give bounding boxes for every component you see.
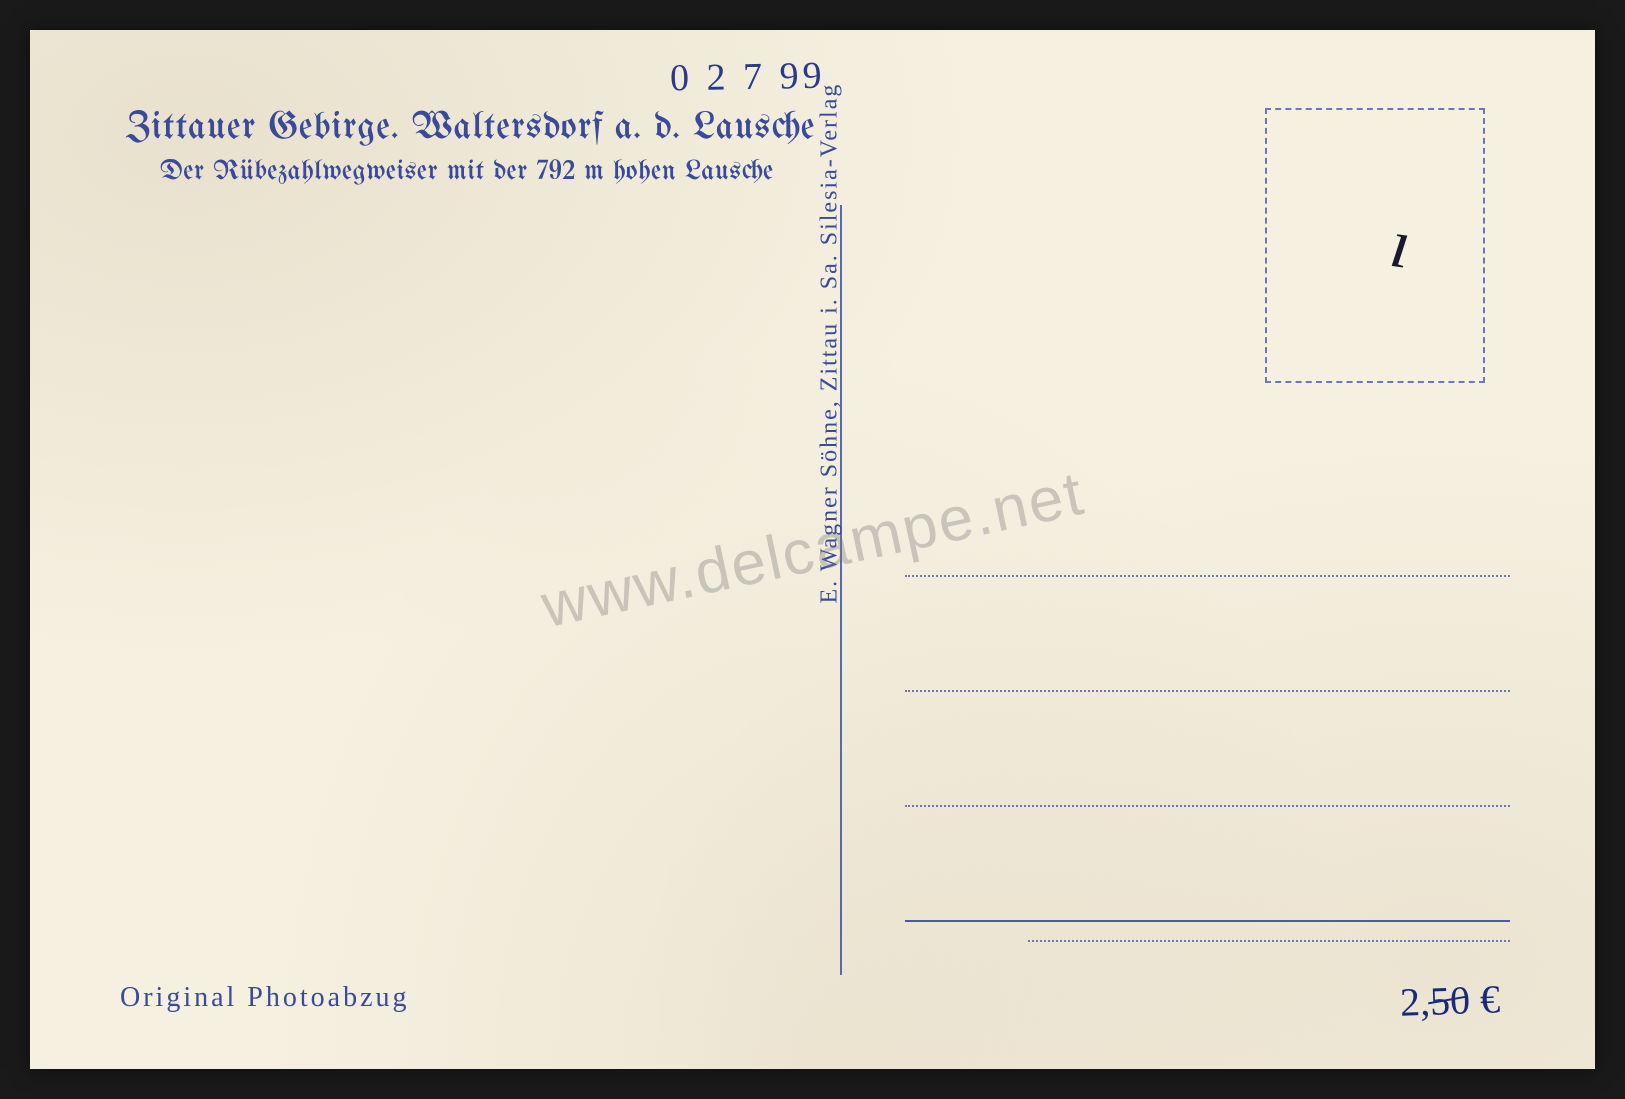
title-line-2: Der Rübezahlwegweiser mit der 792 m hohe… — [160, 158, 774, 187]
postcard-back: 0 2 7 99 Zittauer Gebirge. Waltersdorf a… — [30, 30, 1595, 1069]
handwritten-price: 2,50 € — [1399, 975, 1501, 1025]
address-rule — [905, 805, 1510, 807]
footer-caption: Original Photoabzug — [120, 982, 410, 1014]
stamp-box — [1265, 108, 1485, 383]
title-line-1: Zittauer Gebirge. Waltersdorf a. d. Laus… — [125, 108, 816, 148]
watermark: www.delcampe.net — [535, 457, 1090, 641]
address-rule — [1028, 940, 1510, 942]
publisher-imprint: E. Wagner Söhne, Zittau i. Sa. Silesia-V… — [817, 83, 844, 604]
address-rule — [905, 920, 1510, 922]
handwritten-code: 0 2 7 99 — [670, 54, 826, 101]
address-rule — [905, 575, 1510, 577]
address-rule — [905, 690, 1510, 692]
